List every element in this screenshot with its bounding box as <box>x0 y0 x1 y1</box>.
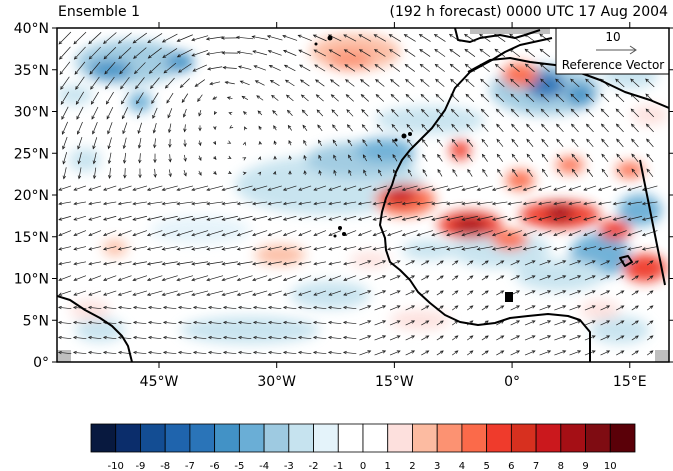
lat-tick-label: 25°N <box>14 146 49 162</box>
map-axes: 0° 5°N 10°N 15°N 20°N 25°N 30°N 35°N 40°N 45°W 30°… <box>14 21 673 390</box>
colorbar-label: -2 <box>309 461 319 471</box>
south-america-coast <box>57 295 133 362</box>
wind-vector-field <box>57 31 658 356</box>
colorbar-label: -5 <box>234 461 244 471</box>
east-africa-coast <box>639 159 666 286</box>
lat-tick-label: 35°N <box>14 63 49 79</box>
colorbar-swatch <box>362 423 389 453</box>
colorbar-swatch <box>238 423 265 453</box>
colorbar-label: 0 <box>360 461 366 471</box>
colorbar-label: 6 <box>508 461 514 471</box>
reference-vector-value: 10 <box>605 30 620 44</box>
colorbar-swatch <box>412 423 438 453</box>
colorbar-swatch <box>436 423 463 453</box>
colorbar-swatch <box>585 423 611 453</box>
colorbar-label: 10 <box>604 461 617 471</box>
lat-tick-label: 15°N <box>14 230 49 246</box>
colorbar-label: -4 <box>259 461 269 471</box>
colorbar-swatch <box>90 423 117 453</box>
reference-vector-label: Reference Vector <box>562 58 665 72</box>
lon-tick-label: 30°W <box>257 374 296 390</box>
lat-tick-label: 20°N <box>14 188 49 204</box>
africa-coast <box>379 37 591 362</box>
colorbar-swatch <box>461 423 488 453</box>
forecast-time-title: (192 h forecast) 0000 UTC 17 Aug 2004 <box>390 4 669 20</box>
lat-tick-label: 5°N <box>23 313 49 329</box>
colorbar-label: -6 <box>210 461 220 471</box>
lon-tick-label: 15°W <box>375 374 414 390</box>
lon-tick-label: 45°W <box>140 374 179 390</box>
colorbar-swatch <box>535 423 562 453</box>
colorbar-swatch <box>387 423 413 453</box>
colorbar-swatch <box>189 423 216 453</box>
colorbar-swatch <box>140 423 166 453</box>
lon-tick-label: 0° <box>504 374 520 390</box>
colorbar-swatch <box>609 423 636 453</box>
lat-tick-label: 0° <box>33 355 49 371</box>
colorbar-label: -1 <box>333 461 343 471</box>
colorbar-label: -3 <box>284 461 294 471</box>
colorbar-swatch <box>313 423 339 453</box>
colorbar-label: 8 <box>558 461 564 471</box>
colorbar-swatch <box>164 423 191 453</box>
lat-tick-label: 30°N <box>14 105 49 121</box>
colorbar-label: -8 <box>160 461 170 471</box>
colorbar: -10 -9 -8 -7 -6 -5 -4 -3 -2 -1 0 1 2 3 4 5 6 7 8 9 10 <box>90 423 636 471</box>
colorbar-label: 7 <box>533 461 539 471</box>
colorbar-swatch <box>510 423 537 453</box>
colorbar-swatch <box>115 423 141 453</box>
colorbar-swatch <box>214 423 240 453</box>
colorbar-swatch <box>486 423 512 453</box>
islands <box>314 35 513 302</box>
colorbar-swatch <box>560 423 586 453</box>
lake-chad <box>619 255 633 267</box>
panel-title: Ensemble 1 <box>58 4 140 20</box>
colorbar-label: -9 <box>135 461 145 471</box>
colorbar-swatch <box>288 423 314 453</box>
lat-tick-label: 10°N <box>14 272 49 288</box>
colorbar-label: 9 <box>582 461 588 471</box>
reference-vector-box: 10 Reference Vector <box>555 28 669 75</box>
colorbar-label: 5 <box>483 461 489 471</box>
lon-tick-label: 15°E <box>613 374 647 390</box>
colorbar-label: 4 <box>459 461 465 471</box>
colorbar-label: 1 <box>385 461 391 471</box>
europe-coast <box>454 28 541 43</box>
colorbar-swatch <box>263 423 290 453</box>
plot-area: 10 Reference Vector <box>57 28 669 362</box>
colorbar-label: -10 <box>108 461 124 471</box>
colorbar-swatch <box>337 423 364 453</box>
lat-tick-label: 40°N <box>14 21 49 37</box>
colorbar-label: -7 <box>185 461 195 471</box>
colorbar-label: 2 <box>409 461 415 471</box>
colorbar-label: 3 <box>434 461 440 471</box>
